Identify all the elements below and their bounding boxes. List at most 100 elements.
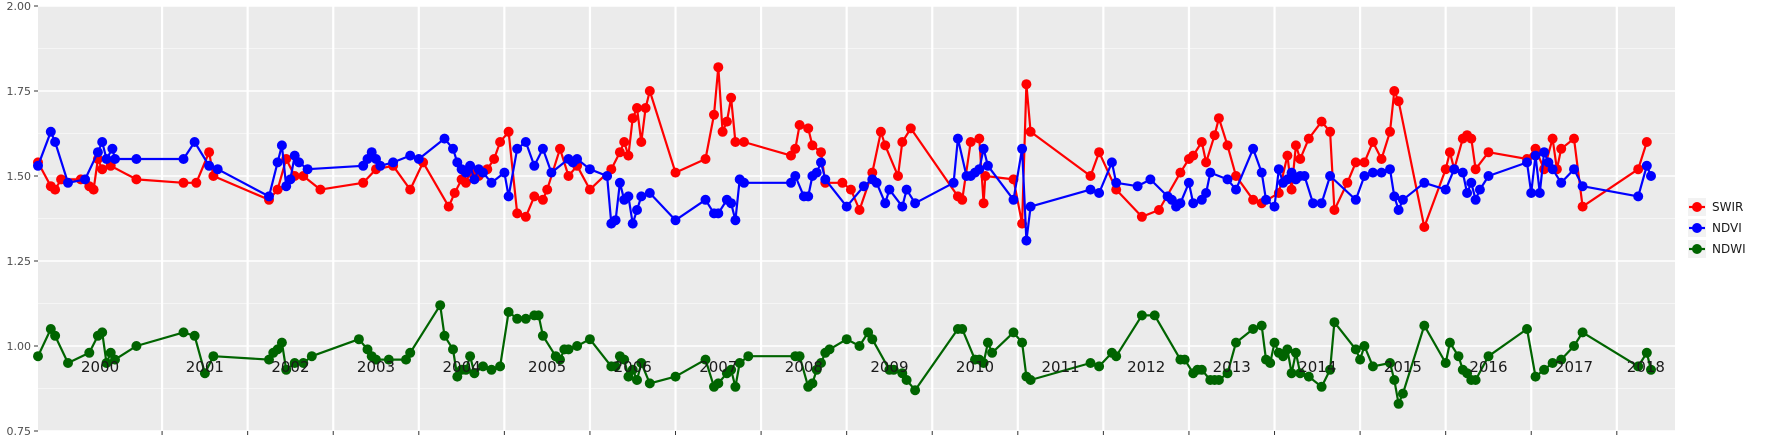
data-point bbox=[1265, 358, 1276, 368]
data-point bbox=[495, 137, 506, 147]
data-point bbox=[199, 368, 210, 379]
data-point bbox=[1025, 375, 1036, 385]
data-point bbox=[636, 191, 647, 202]
data-point bbox=[178, 154, 189, 164]
data-point bbox=[627, 113, 638, 124]
data-point bbox=[1175, 198, 1186, 209]
data-point bbox=[1444, 337, 1455, 348]
data-point bbox=[1021, 79, 1032, 90]
year-label: 2002 bbox=[271, 358, 309, 376]
data-point bbox=[790, 143, 801, 154]
data-point bbox=[1462, 188, 1473, 198]
data-point bbox=[610, 215, 621, 226]
data-point bbox=[730, 381, 741, 392]
data-point bbox=[816, 358, 826, 368]
data-point bbox=[212, 164, 223, 175]
legend-key-point bbox=[1692, 223, 1702, 233]
data-point bbox=[448, 344, 458, 355]
year-label: 2006 bbox=[614, 358, 652, 376]
data-point bbox=[700, 194, 711, 205]
data-point bbox=[555, 143, 565, 154]
data-point bbox=[1111, 177, 1122, 188]
data-point bbox=[63, 358, 73, 368]
data-point bbox=[644, 378, 655, 389]
data-point bbox=[721, 116, 732, 127]
data-point bbox=[1474, 184, 1485, 195]
data-point bbox=[131, 154, 142, 164]
data-point bbox=[1295, 368, 1306, 379]
data-point bbox=[1530, 150, 1541, 161]
data-point bbox=[272, 157, 283, 168]
data-point bbox=[713, 378, 724, 389]
data-point bbox=[880, 140, 891, 151]
legend-key-point bbox=[1692, 244, 1702, 254]
data-point bbox=[1376, 154, 1387, 164]
data-point bbox=[845, 184, 856, 195]
data-point bbox=[1136, 211, 1147, 222]
data-point bbox=[448, 143, 458, 154]
data-point bbox=[1444, 147, 1455, 158]
data-point bbox=[1316, 381, 1327, 392]
data-point bbox=[1470, 194, 1481, 205]
data-point bbox=[1577, 327, 1588, 338]
data-point bbox=[1145, 174, 1156, 185]
data-point bbox=[537, 143, 548, 154]
data-point bbox=[790, 171, 801, 181]
data-point bbox=[563, 344, 574, 355]
data-point bbox=[739, 177, 749, 188]
data-point bbox=[816, 147, 826, 158]
data-point bbox=[1008, 194, 1019, 205]
data-point bbox=[478, 167, 488, 178]
data-point bbox=[978, 143, 989, 154]
data-point bbox=[1556, 143, 1567, 154]
data-point bbox=[204, 160, 215, 171]
year-label: 2011 bbox=[1041, 358, 1079, 376]
data-point bbox=[460, 364, 471, 375]
data-point bbox=[1085, 358, 1096, 368]
data-point bbox=[1646, 171, 1656, 181]
data-point bbox=[1466, 177, 1477, 188]
data-point bbox=[1183, 177, 1194, 188]
data-point bbox=[623, 191, 634, 202]
data-point bbox=[1534, 188, 1545, 198]
data-point bbox=[439, 133, 450, 144]
year-label: 2018 bbox=[1627, 358, 1665, 376]
data-point bbox=[285, 174, 296, 185]
data-point bbox=[353, 334, 364, 345]
data-point bbox=[1569, 164, 1579, 175]
data-point bbox=[1017, 337, 1028, 348]
data-point bbox=[208, 351, 219, 362]
year-label: 2008 bbox=[785, 358, 823, 376]
data-point bbox=[1359, 171, 1370, 181]
year-label: 2004 bbox=[442, 358, 480, 376]
data-point bbox=[1269, 201, 1280, 212]
data-point bbox=[1188, 150, 1199, 161]
data-point bbox=[546, 167, 557, 178]
data-point bbox=[306, 351, 317, 362]
data-point bbox=[1641, 137, 1652, 147]
year-label: 2015 bbox=[1384, 358, 1422, 376]
data-point bbox=[1299, 171, 1310, 181]
year-labels: 2000 2001 2002 2003 2004 2005 2006 2007 2008 2009… bbox=[81, 358, 1665, 376]
data-point bbox=[632, 375, 642, 385]
data-point bbox=[1325, 126, 1336, 137]
data-point bbox=[700, 154, 711, 164]
data-point bbox=[739, 137, 749, 147]
y-axis: 0.75 1.00 1.25 1.50 1.75 2.00 bbox=[7, 0, 38, 438]
data-point bbox=[632, 205, 642, 215]
data-point bbox=[449, 188, 460, 198]
data-point bbox=[1355, 354, 1366, 365]
data-point bbox=[537, 330, 548, 341]
grid-major bbox=[38, 5, 1675, 432]
data-point bbox=[1547, 164, 1558, 175]
data-point bbox=[1286, 184, 1297, 195]
data-point bbox=[413, 154, 424, 164]
data-point bbox=[670, 167, 681, 178]
data-point bbox=[405, 184, 416, 195]
data-point bbox=[1290, 347, 1301, 358]
data-point bbox=[1201, 157, 1212, 168]
data-point bbox=[388, 157, 399, 168]
data-point bbox=[1393, 398, 1404, 409]
data-point bbox=[520, 137, 531, 147]
y-tick-label: 1.25 bbox=[7, 255, 32, 268]
